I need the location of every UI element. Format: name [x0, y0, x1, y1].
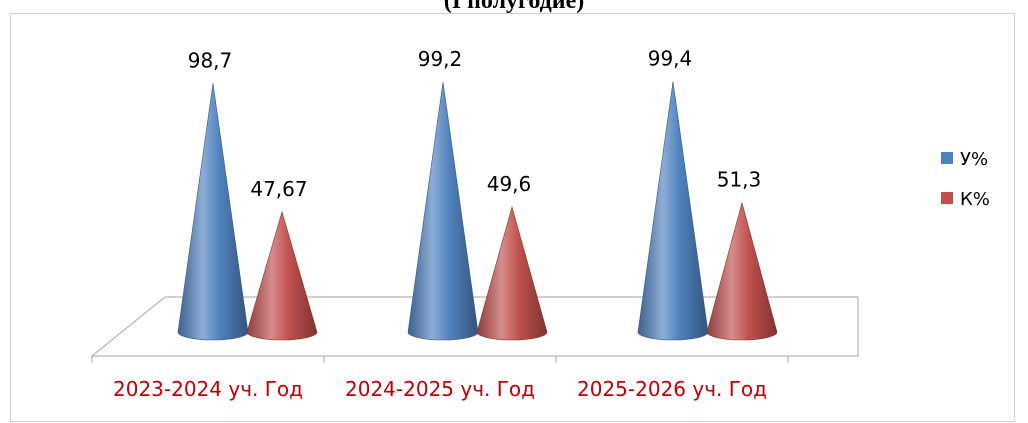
chart-frame [10, 13, 1015, 422]
legend-label: У% [960, 149, 988, 170]
cone-у-2 [407, 81, 479, 341]
cone-у-1 [177, 83, 249, 341]
cone-к-1 [246, 210, 318, 341]
legend: У% К% [941, 149, 990, 210]
cone-у-3 [637, 81, 709, 341]
cone-к-3 [706, 201, 778, 341]
x-category-label: 2025-2026 уч. Год [577, 377, 767, 401]
chart-title: (I полугодие) [443, 0, 585, 14]
legend-swatch [941, 192, 953, 204]
x-category-label: 2023-2024 уч. Год [113, 377, 303, 401]
data-label: 98,7 [188, 48, 233, 72]
data-label: 99,2 [418, 47, 463, 71]
cone-к-2 [476, 205, 548, 341]
x-category-label: 2024-2025 уч. Год [345, 377, 535, 401]
data-label: 99,4 [648, 47, 693, 71]
data-label: 49,6 [487, 172, 532, 196]
data-label: 47,67 [250, 177, 307, 201]
legend-label: К% [960, 189, 990, 210]
legend-swatch [941, 152, 953, 164]
data-label: 51,3 [717, 168, 762, 192]
